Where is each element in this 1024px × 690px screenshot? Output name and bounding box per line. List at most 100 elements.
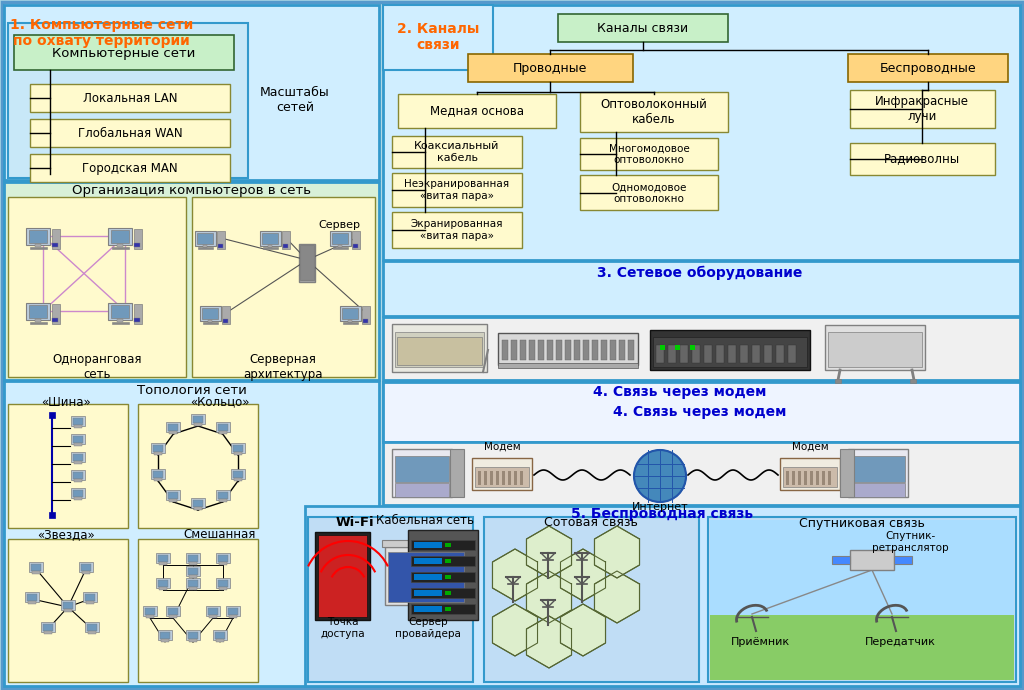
Bar: [445, 575, 451, 579]
Bar: [498, 333, 638, 365]
Bar: [388, 552, 464, 602]
Bar: [186, 553, 200, 563]
Bar: [74, 425, 82, 428]
Bar: [894, 556, 912, 564]
Bar: [193, 416, 203, 423]
Bar: [189, 562, 197, 565]
Bar: [392, 449, 452, 497]
Bar: [186, 566, 200, 576]
Text: Кабельная сеть: Кабельная сеть: [376, 513, 474, 526]
Bar: [392, 173, 522, 207]
Bar: [398, 94, 556, 128]
Bar: [514, 471, 517, 485]
Bar: [660, 345, 665, 350]
Bar: [395, 456, 449, 482]
Bar: [229, 615, 237, 618]
Bar: [502, 471, 505, 485]
Text: Модем: Модем: [483, 442, 520, 452]
Bar: [169, 615, 177, 618]
Bar: [194, 423, 202, 426]
Bar: [71, 452, 85, 462]
Bar: [690, 345, 695, 350]
Bar: [36, 319, 41, 322]
Bar: [650, 330, 810, 370]
Bar: [850, 143, 995, 175]
Bar: [395, 332, 484, 367]
Bar: [82, 571, 90, 574]
Text: Одноранговая
сеть: Одноранговая сеть: [52, 353, 141, 381]
Bar: [134, 318, 140, 322]
Text: Неэкранированная
«витая пара»: Неэкранированная «витая пара»: [404, 179, 510, 201]
Bar: [74, 443, 82, 446]
Bar: [216, 578, 230, 588]
Polygon shape: [595, 526, 640, 578]
Bar: [159, 587, 167, 590]
Bar: [81, 564, 91, 571]
Bar: [109, 303, 132, 320]
Bar: [158, 630, 172, 640]
Bar: [217, 231, 224, 249]
Bar: [831, 556, 850, 564]
Text: Топология сети: Топология сети: [137, 384, 247, 397]
Bar: [154, 478, 162, 481]
Bar: [188, 568, 198, 575]
Bar: [397, 337, 482, 365]
Text: Каналы связи: Каналы связи: [597, 21, 688, 34]
Bar: [41, 622, 55, 632]
Text: Точка
доступа: Точка доступа: [321, 617, 366, 639]
Bar: [233, 478, 242, 481]
Bar: [43, 624, 53, 631]
Bar: [414, 590, 442, 596]
Bar: [191, 498, 205, 508]
Bar: [63, 609, 72, 612]
Bar: [49, 512, 55, 518]
Polygon shape: [493, 549, 538, 601]
Bar: [392, 212, 522, 248]
Bar: [338, 245, 342, 248]
Bar: [152, 469, 165, 479]
Text: Компьютерные сети: Компьютерные сети: [52, 46, 196, 59]
Bar: [134, 243, 140, 248]
Bar: [73, 436, 83, 443]
Bar: [86, 601, 94, 604]
Bar: [218, 244, 223, 248]
Bar: [910, 379, 916, 383]
Bar: [710, 520, 1014, 615]
Text: Радиоволны: Радиоволны: [884, 152, 961, 166]
Text: Спутник-
ретранслятор: Спутник- ретранслятор: [871, 531, 948, 553]
Bar: [259, 230, 281, 246]
Bar: [73, 418, 83, 425]
Bar: [565, 340, 571, 360]
Bar: [153, 471, 163, 478]
Bar: [8, 23, 248, 178]
Bar: [628, 340, 634, 360]
Bar: [472, 458, 532, 490]
Bar: [231, 443, 245, 453]
Bar: [71, 416, 85, 426]
Bar: [392, 324, 487, 372]
Bar: [111, 230, 129, 243]
Bar: [708, 517, 1016, 682]
Bar: [752, 345, 760, 363]
Bar: [680, 345, 688, 363]
Bar: [411, 604, 475, 614]
Bar: [231, 469, 245, 479]
Polygon shape: [493, 604, 538, 656]
Text: Передатчик: Передатчик: [864, 637, 936, 647]
Bar: [348, 319, 352, 323]
Bar: [4, 381, 379, 686]
Bar: [496, 471, 499, 485]
Bar: [29, 306, 47, 318]
Bar: [85, 622, 99, 632]
Bar: [159, 562, 167, 565]
Bar: [218, 555, 228, 562]
Bar: [352, 244, 358, 248]
Bar: [740, 345, 748, 363]
Bar: [232, 471, 243, 478]
Bar: [583, 340, 589, 360]
Bar: [392, 136, 522, 168]
Bar: [118, 319, 123, 322]
Bar: [52, 243, 58, 248]
Bar: [145, 608, 155, 615]
Bar: [51, 229, 60, 249]
